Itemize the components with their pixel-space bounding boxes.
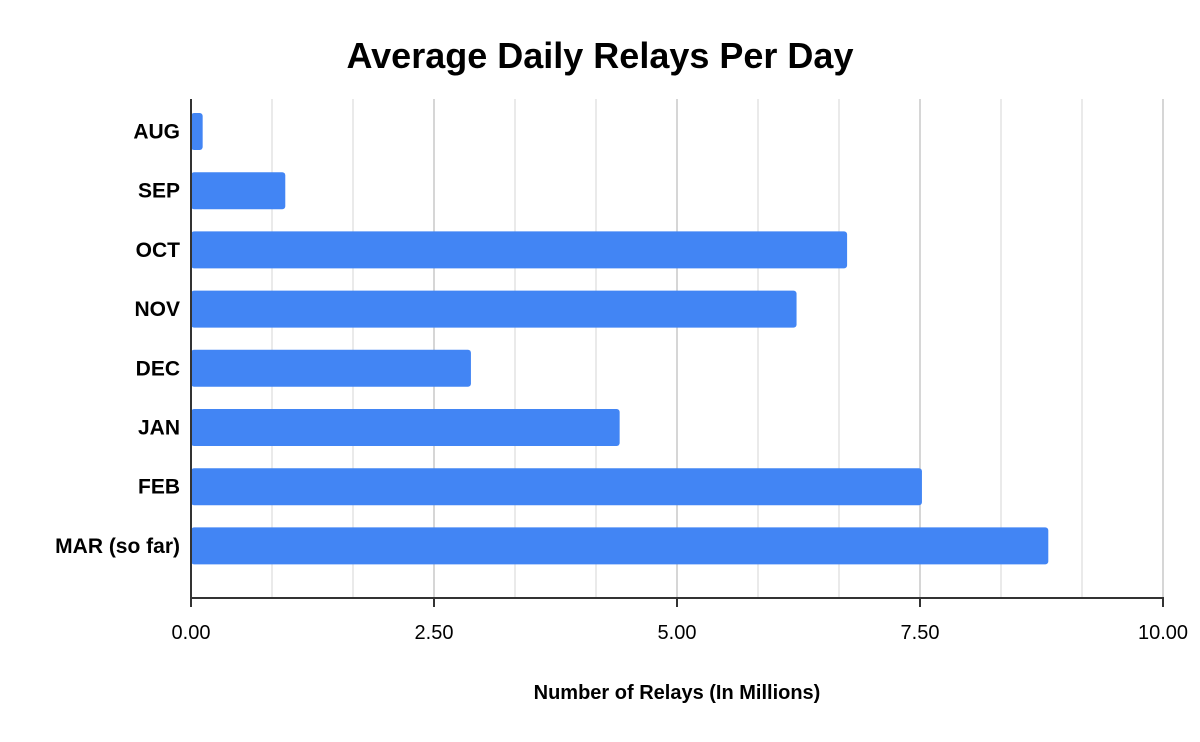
x-tick-label: 0.00 bbox=[172, 622, 211, 644]
category-label: AUG bbox=[133, 121, 180, 144]
category-label: JAN bbox=[138, 417, 180, 440]
x-tick-label: 2.50 bbox=[415, 622, 454, 644]
bar-feb bbox=[191, 468, 922, 506]
bar-jan bbox=[191, 409, 620, 446]
category-label: OCT bbox=[136, 239, 181, 262]
category-label: DEC bbox=[136, 357, 180, 380]
chart-title: Average Daily Relays Per Day bbox=[347, 35, 854, 76]
bar-sep bbox=[191, 172, 286, 210]
category-label: SEP bbox=[138, 180, 180, 203]
gridlines bbox=[271, 99, 1164, 598]
x-axis-title: Number of Relays (In Millions) bbox=[534, 682, 821, 704]
bar-nov bbox=[191, 290, 797, 328]
bar-aug bbox=[191, 113, 203, 150]
x-tick-label: 7.50 bbox=[901, 622, 940, 644]
axes bbox=[190, 99, 1164, 607]
bar-mar-so-far bbox=[191, 527, 1049, 565]
bar-oct bbox=[191, 231, 848, 269]
x-tick-label: 10.00 bbox=[1138, 622, 1188, 644]
x-tick-label: 5.00 bbox=[658, 622, 697, 644]
bar-dec bbox=[191, 349, 471, 387]
x-tick-labels: 0.00 2.50 5.00 7.50 10.00 bbox=[172, 622, 1189, 644]
category-label: FEB bbox=[138, 476, 180, 499]
category-labels: AUG SEP OCT NOV DEC JAN FEB MAR (so far) bbox=[55, 121, 180, 558]
category-label: MAR (so far) bbox=[55, 535, 180, 558]
category-label: NOV bbox=[134, 298, 180, 321]
bars bbox=[191, 113, 1049, 565]
